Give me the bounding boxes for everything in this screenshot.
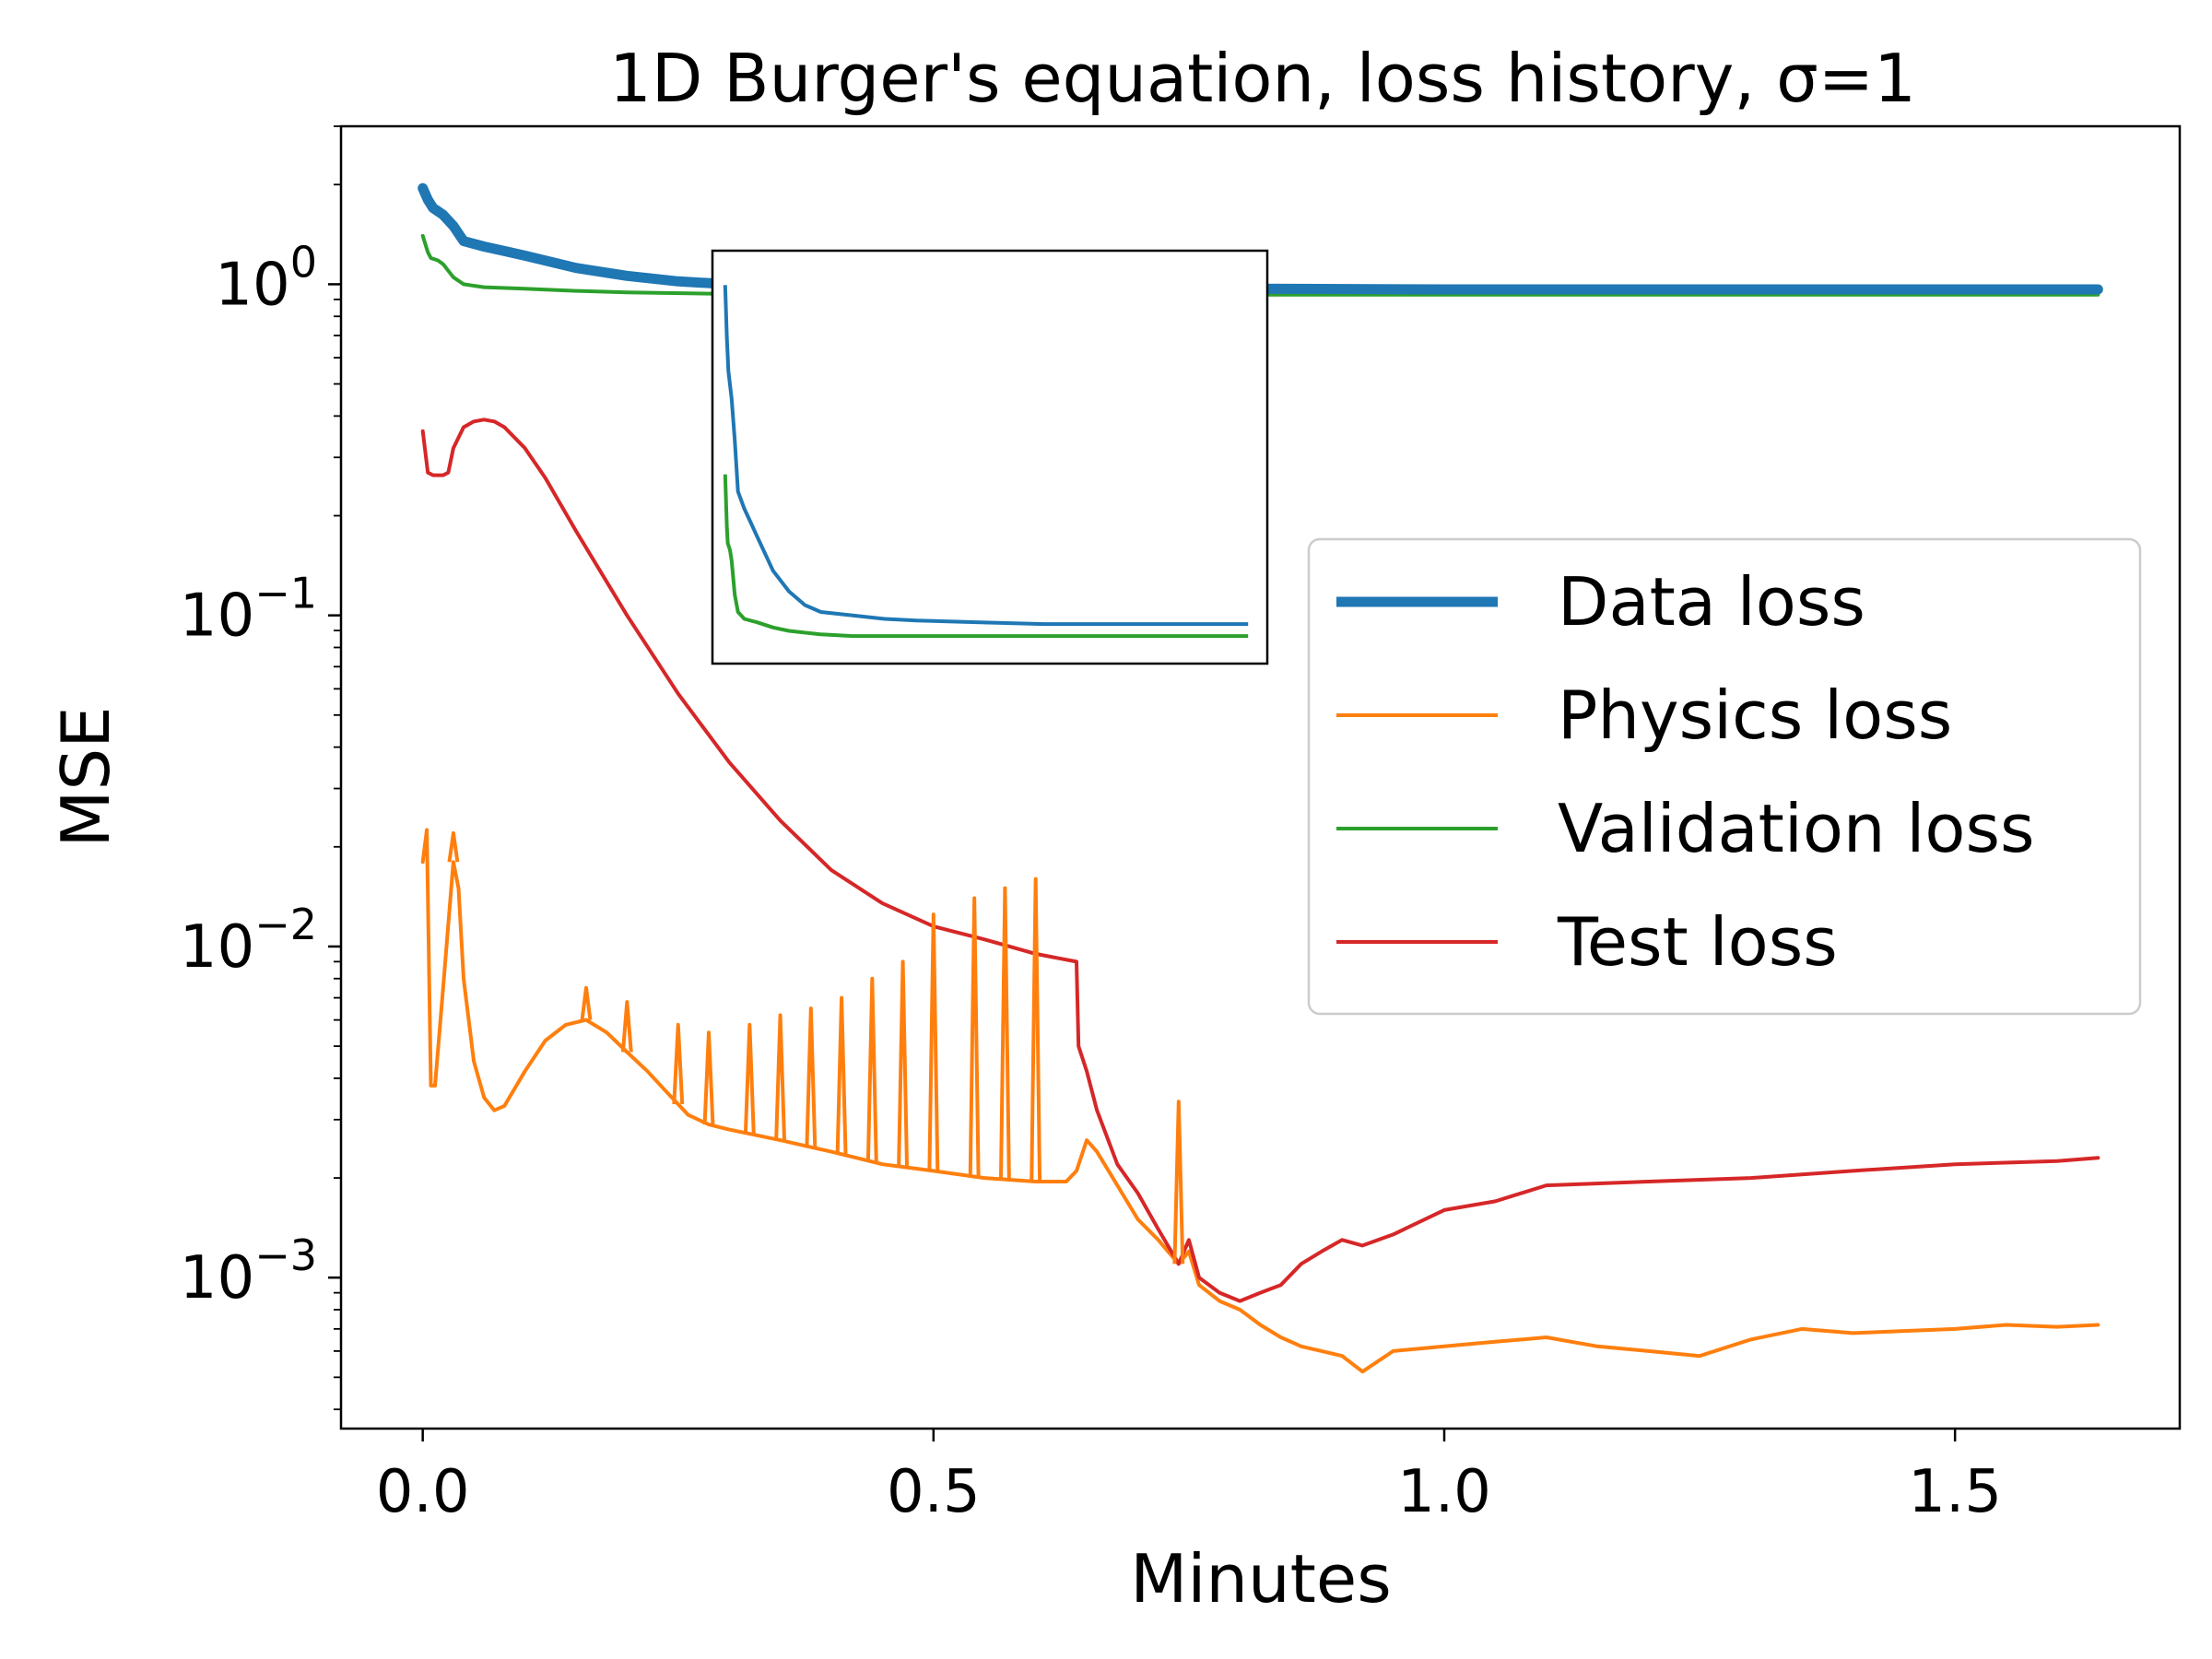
legend-label-test-loss: Test loss: [1557, 903, 1838, 981]
physics-loss-spike: [672, 1022, 685, 1105]
physics-loss-spike: [774, 1013, 787, 1141]
physics-loss-spike: [968, 896, 981, 1177]
physics-loss-spike: [998, 886, 1011, 1180]
x-tick-label: 0.0: [376, 1458, 470, 1526]
physics-loss-spike: [865, 976, 878, 1162]
physics-loss-spike: [1030, 877, 1042, 1182]
physics-loss-spike: [447, 830, 460, 863]
legend-label-physics-loss: Physics loss: [1558, 677, 1952, 754]
y-tick-label: 100: [215, 237, 317, 319]
chart-title: 1D Burger's equation, loss history, σ=1: [609, 40, 1916, 117]
legend-frame: [1307, 537, 2142, 1016]
data-loss-line: [418, 182, 2103, 295]
physics-loss-spike: [743, 1022, 756, 1135]
y-axis-title: MSE: [47, 706, 124, 847]
legend-items: Data loss Physics loss Validation loss Test…: [1336, 563, 2035, 981]
physics-loss-spike: [580, 985, 593, 1020]
physics-loss-line: [420, 828, 2100, 1374]
inset-frame: [711, 249, 1269, 665]
inset-plot: [711, 249, 1269, 665]
x-tick-label: 1.5: [1908, 1458, 2002, 1526]
y-axis: 100 10−1 10−2 10−3: [180, 125, 341, 1411]
legend: Data loss Physics loss Validation loss Test…: [1307, 537, 2142, 1016]
y-tick-label: 10−3: [180, 1230, 317, 1312]
inset-series-group: [723, 285, 1249, 639]
y-tick-label: 10−1: [180, 569, 317, 651]
series-group: [418, 182, 2103, 1374]
physics-loss-spike: [927, 912, 940, 1171]
validation-loss-line: [420, 233, 2100, 297]
physics-loss-spike: [805, 1006, 818, 1147]
x-axis: 0.0 0.5 1.0 1.5: [376, 1429, 2002, 1526]
legend-label-validation-loss: Validation loss: [1558, 790, 2035, 867]
y-tick-label: 10−2: [180, 900, 317, 982]
x-axis-title: Minutes: [1130, 1540, 1391, 1618]
x-tick-label: 0.5: [887, 1458, 981, 1526]
physics-loss-spike: [620, 1000, 633, 1053]
inset-validation-loss-line: [723, 474, 1249, 639]
test-loss-line: [420, 418, 2100, 1303]
legend-label-data-loss: Data loss: [1558, 563, 1865, 641]
physics-loss-spike: [702, 1030, 715, 1125]
physics-loss-spike: [897, 959, 910, 1168]
physics-loss-spike: [1172, 1100, 1185, 1265]
inset-data-loss-line: [723, 285, 1249, 627]
x-tick-label: 1.0: [1397, 1458, 1491, 1526]
physics-loss-spike: [835, 995, 848, 1155]
